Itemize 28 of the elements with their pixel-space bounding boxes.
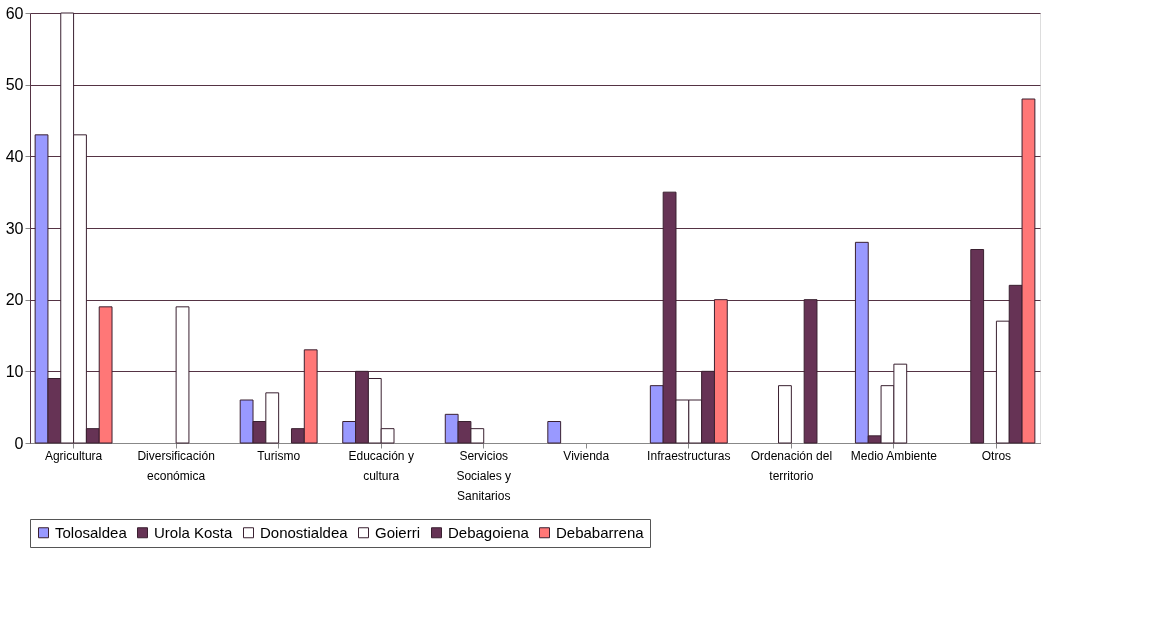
y-tick-label: 10: [5, 362, 24, 380]
y-tick-label: 50: [5, 76, 24, 94]
bar: [970, 249, 985, 444]
y-tick-label: 40: [5, 147, 24, 165]
legend-label: Tolosaldea: [55, 523, 128, 541]
legend-label: Donostialdea: [260, 523, 349, 541]
x-tick-label: Otros: [981, 448, 1012, 463]
y-tick-label: 30: [5, 219, 24, 237]
x-tick-label: Medio Ambiente: [850, 448, 938, 463]
x-tick-label: Agricultura: [44, 448, 103, 463]
legend-label: Debagoiena: [448, 523, 530, 541]
bar: [547, 421, 562, 444]
y-tick-label: 20: [5, 291, 24, 309]
legend-label: Debabarrena: [556, 523, 645, 541]
bar: [778, 385, 792, 444]
x-tick-label: Servicios Sociales y Sanitarios: [456, 448, 512, 503]
y-tick-label: 0: [14, 434, 24, 452]
bar: [175, 306, 190, 444]
legend-label: Urola Kosta: [154, 523, 234, 541]
y-tick-label: 60: [5, 4, 24, 22]
x-tick-label: Vivienda: [563, 448, 610, 463]
legend-label: Goierri: [375, 523, 421, 541]
x-tick-label: Infraestructuras: [647, 448, 731, 463]
x-tick-label: Diversificación económica: [137, 448, 215, 483]
x-tick-label: Ordenación del territorio: [750, 448, 833, 483]
bar: [803, 299, 818, 444]
x-tick-label: Educación y cultura: [348, 448, 414, 483]
x-tick-label: Turismo: [257, 448, 301, 463]
